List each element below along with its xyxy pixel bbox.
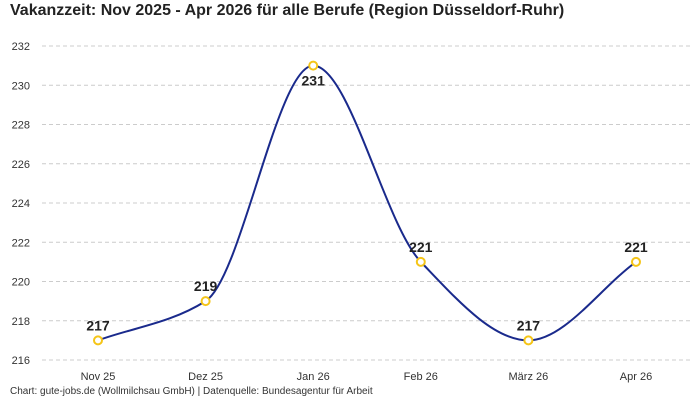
y-tick-label: 220	[12, 277, 30, 289]
y-tick-label: 228	[12, 120, 30, 132]
data-point-marker	[523, 335, 534, 346]
x-tick-label: Apr 26	[620, 371, 652, 383]
data-label: 221	[624, 239, 648, 255]
x-tick-label: Feb 26	[404, 371, 438, 383]
data-label: 231	[302, 73, 326, 89]
y-tick-label: 224	[12, 198, 30, 210]
data-label: 219	[194, 278, 218, 294]
y-tick-label: 226	[12, 159, 30, 171]
data-point-marker	[93, 335, 103, 346]
gridlines	[42, 45, 692, 361]
x-tick-label: Dez 25	[188, 371, 223, 383]
x-axis-ticks: Nov 25 Dez 25 Jan 26 Feb 26 März 26 Apr 26	[81, 371, 653, 383]
data-label: 221	[409, 239, 433, 255]
source-note: Chart: gute-jobs.de (Wollmilchsau GmbH) …	[10, 386, 373, 397]
y-tick-label: 218	[12, 316, 30, 328]
x-tick-label: März 26	[509, 371, 549, 383]
y-tick-label: 222	[12, 237, 30, 249]
y-axis-ticks: 216 218 220 222 224 226 228 230 232	[12, 41, 30, 367]
x-tick-label: Nov 25	[81, 371, 116, 383]
data-point-marker	[631, 256, 641, 267]
data-point-marker	[200, 296, 211, 307]
y-tick-label: 216	[12, 355, 30, 367]
chart-title: Vakanzzeit: Nov 2025 - Apr 2026 für alle…	[10, 2, 565, 19]
data-markers	[93, 60, 641, 346]
data-point-marker	[308, 60, 319, 71]
y-tick-label: 230	[12, 80, 30, 92]
data-labels: 217 219 231 221 217 221	[86, 73, 648, 334]
y-tick-label: 232	[12, 41, 30, 53]
data-point-marker	[415, 256, 426, 267]
data-label: 217	[86, 317, 110, 333]
data-label: 217	[517, 317, 541, 333]
x-tick-label: Jan 26	[297, 371, 330, 383]
